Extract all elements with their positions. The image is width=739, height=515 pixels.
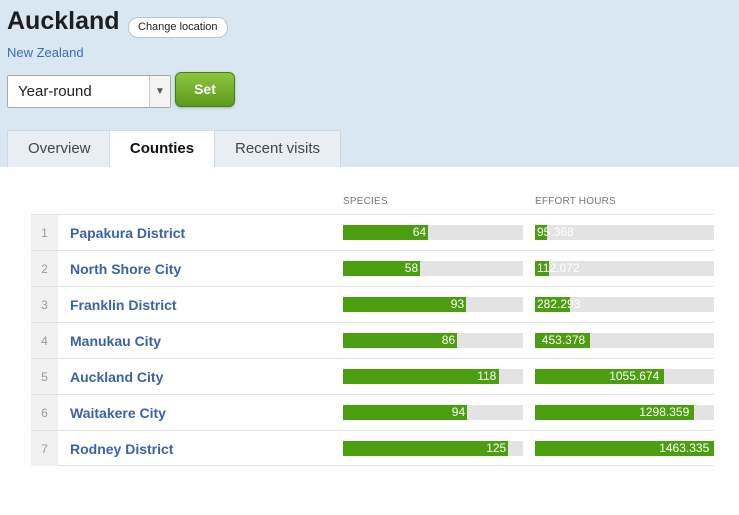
effort-bar-fill: [535, 405, 694, 420]
species-bar: 64: [343, 225, 523, 240]
row-rank: 2: [31, 251, 58, 286]
species-bar-fill: [343, 261, 420, 276]
species-bar-fill: [343, 225, 428, 240]
effort-bar: 453.378: [535, 333, 714, 348]
effort-value: 1463.335: [659, 441, 710, 455]
species-bar: 58: [343, 261, 523, 276]
tab-overview[interactable]: Overview: [7, 130, 110, 167]
row-rank: 1: [31, 215, 58, 250]
species-bar: 125: [343, 441, 523, 456]
effort-bar-fill: [535, 369, 664, 384]
species-value: 118: [477, 369, 497, 383]
effort-value: 95.368: [537, 225, 574, 239]
species-bar: 93: [343, 297, 523, 312]
set-button[interactable]: Set: [175, 72, 235, 107]
table-row: 4 Manukau City 86 453.378: [31, 322, 714, 358]
species-bar-fill: [343, 333, 457, 348]
species-column-header: SPECIES: [343, 196, 388, 207]
page-title: Auckland: [7, 7, 120, 35]
period-select[interactable]: Year-round ▼: [7, 75, 171, 108]
row-rank: 4: [31, 323, 58, 358]
county-table: 1 Papakura District 64 95.368 2 North Shore C…: [31, 214, 714, 466]
species-bar-fill: [343, 297, 466, 312]
species-bar: 94: [343, 405, 523, 420]
effort-bar: 1463.335: [535, 441, 714, 456]
tab-bar: Overview Counties Recent visits: [7, 130, 341, 168]
effort-value: 1055.674: [609, 369, 660, 383]
effort-bar: 282.293: [535, 297, 714, 312]
species-value: 125: [486, 441, 507, 455]
species-value: 64: [412, 225, 427, 239]
table-row: 7 Rodney District 125 1463.335: [31, 430, 714, 466]
effort-bar-fill: [535, 333, 590, 348]
effort-value: 453.378: [541, 333, 586, 347]
county-link[interactable]: Auckland City: [70, 369, 164, 385]
species-bar: 118: [343, 369, 523, 384]
species-value: 58: [404, 261, 419, 275]
country-link[interactable]: New Zealand: [7, 45, 84, 60]
species-bar-fill: [343, 441, 508, 456]
species-value: 94: [451, 405, 466, 419]
effort-bar-fill: [535, 441, 714, 456]
effort-bar-fill: [535, 261, 549, 276]
county-link[interactable]: Manukau City: [70, 333, 162, 349]
county-link[interactable]: Waitakere City: [70, 405, 166, 421]
table-row: 2 North Shore City 58 112.072: [31, 250, 714, 286]
county-link[interactable]: Papakura District: [70, 225, 186, 241]
effort-bar: 1055.674: [535, 369, 714, 384]
period-select-value: Year-round: [18, 83, 92, 100]
county-link[interactable]: Franklin District: [70, 297, 177, 313]
tab-counties[interactable]: Counties: [109, 130, 215, 168]
chevron-down-icon[interactable]: ▼: [149, 76, 170, 107]
tab-recent-visits[interactable]: Recent visits: [214, 130, 341, 167]
effort-bar: 112.072: [535, 261, 714, 276]
effort-value: 282.293: [537, 297, 581, 311]
effort-value: 1298.359: [639, 405, 690, 419]
effort-column-header: EFFORT HOURS: [535, 196, 616, 207]
table-row: 5 Auckland City 118 1055.674: [31, 358, 714, 394]
effort-bar-fill: [535, 297, 570, 312]
table-row: 6 Waitakere City 94 1298.359: [31, 394, 714, 430]
county-link[interactable]: North Shore City: [70, 261, 182, 277]
table-row: 1 Papakura District 64 95.368: [31, 214, 714, 250]
species-bar-fill: [343, 369, 499, 384]
effort-bar: 95.368: [535, 225, 714, 240]
species-value: 86: [441, 333, 456, 347]
row-rank: 7: [31, 431, 58, 466]
change-location-button[interactable]: Change location: [128, 17, 228, 38]
effort-value: 112.072: [537, 261, 580, 275]
row-rank: 3: [31, 287, 58, 322]
effort-bar-fill: [535, 225, 547, 240]
species-value: 93: [450, 297, 465, 311]
row-rank: 6: [31, 395, 58, 430]
table-row: 3 Franklin District 93 282.293: [31, 286, 714, 322]
row-rank: 5: [31, 359, 58, 394]
county-link[interactable]: Rodney District: [70, 441, 174, 457]
species-bar-fill: [343, 405, 467, 420]
effort-bar: 1298.359: [535, 405, 714, 420]
species-bar: 86: [343, 333, 523, 348]
